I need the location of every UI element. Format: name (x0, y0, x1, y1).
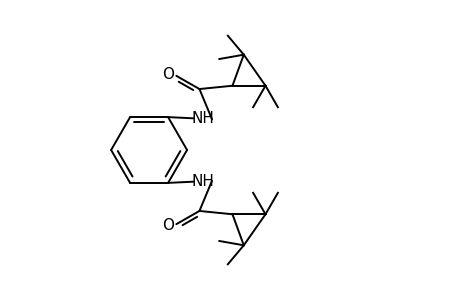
Text: NH: NH (191, 174, 214, 189)
Text: O: O (162, 218, 174, 233)
Text: O: O (162, 67, 174, 82)
Text: NH: NH (191, 111, 214, 126)
